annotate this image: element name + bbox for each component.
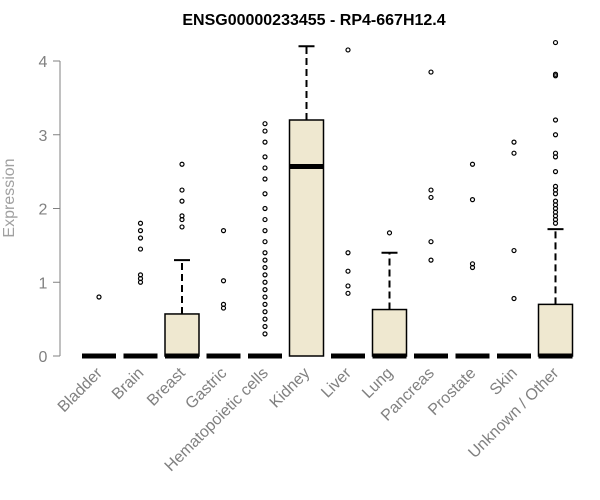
outlier-point [428, 187, 434, 193]
outlier-point [179, 224, 185, 230]
outlier-point [262, 176, 268, 182]
outlier-point [262, 264, 268, 271]
outlier-point [262, 257, 268, 263]
outlier-point [262, 139, 268, 145]
box-body [537, 303, 574, 357]
box-3 [164, 161, 200, 359]
outlier-point [137, 272, 144, 278]
outlier-point [552, 198, 559, 204]
box-9 [414, 69, 448, 359]
outlier-point [262, 323, 268, 330]
box-4 [206, 228, 241, 359]
outlier-point [511, 139, 517, 145]
outlier-point [552, 117, 559, 123]
y-tick-label: 0 [39, 349, 48, 366]
outlier-point [511, 295, 517, 302]
x-tick-label: Lung [359, 365, 396, 402]
outlier-point [137, 228, 144, 234]
outlier-point [428, 239, 434, 245]
y-axis: 0 1 2 3 4 [39, 54, 61, 366]
y-tick-label: 4 [39, 54, 48, 71]
box-7 [331, 47, 365, 359]
box-body [164, 313, 200, 357]
x-tick-label: Skin [487, 365, 521, 399]
outlier-point [428, 69, 434, 75]
outlier-point [262, 154, 268, 160]
outlier-point [262, 279, 268, 285]
outlier-point [345, 290, 351, 296]
box-2 [123, 220, 158, 359]
outlier-point [428, 257, 434, 263]
outlier-point [345, 268, 351, 274]
box-body [288, 119, 325, 357]
outlier-point [179, 198, 185, 204]
outlier-point [262, 239, 268, 245]
outlier-point [469, 261, 476, 267]
outlier-point [220, 228, 227, 234]
outlier-point [220, 301, 227, 307]
outlier-point [552, 132, 559, 138]
outlier-point [96, 294, 102, 300]
outlier-point [262, 205, 268, 212]
box-12 [537, 39, 574, 359]
outlier-point [262, 309, 268, 315]
boxes-group [82, 39, 574, 359]
outlier-point [345, 283, 351, 289]
box-8 [371, 230, 408, 359]
y-tick-label: 1 [39, 275, 48, 292]
outlier-point [262, 316, 268, 322]
outlier-point [262, 287, 268, 293]
outlier-point [511, 247, 517, 254]
y-tick-label: 3 [39, 128, 48, 145]
outlier-point [552, 150, 559, 156]
y-tick-label: 2 [39, 202, 48, 219]
outlier-point [552, 183, 559, 189]
outlier-point [179, 213, 185, 219]
outlier-point [262, 272, 268, 278]
x-tick-label: Liver [318, 364, 355, 401]
outlier-point [262, 121, 268, 127]
outlier-point [262, 250, 268, 256]
x-tick-label: Breast [144, 364, 189, 409]
outlier-point [386, 230, 393, 236]
outlier-point [552, 71, 559, 77]
box-10 [455, 161, 490, 359]
outlier-point [469, 161, 476, 167]
outlier-point [428, 194, 434, 201]
outlier-point [179, 161, 185, 167]
x-tick-label: Brain [109, 365, 147, 403]
outlier-point [262, 216, 268, 223]
outlier-point [345, 250, 351, 256]
box-11 [497, 139, 531, 359]
outlier-point [262, 128, 268, 134]
outlier-point [262, 294, 268, 300]
outlier-point [262, 191, 268, 197]
outlier-point [262, 228, 268, 234]
outlier-point [262, 165, 268, 171]
outlier-point [179, 187, 185, 193]
outlier-point [511, 150, 517, 156]
outlier-point [262, 301, 268, 307]
y-axis-label: Expression [1, 158, 18, 237]
outlier-point [552, 169, 559, 175]
outlier-point [137, 235, 144, 241]
outlier-point [137, 220, 144, 226]
box-5 [248, 121, 282, 359]
outlier-point [137, 246, 144, 252]
x-tick-label: Bladder [55, 364, 106, 415]
outlier-point [469, 197, 476, 203]
outlier-point [552, 39, 559, 46]
outlier-point [345, 47, 351, 53]
box-body [371, 308, 408, 357]
outlier-point [262, 331, 268, 337]
x-tick-label: Kidney [267, 365, 314, 412]
chart-title: ENSG00000233455 - RP4-667H12.4 [182, 12, 445, 29]
box-6 [288, 45, 325, 357]
outlier-point [220, 278, 227, 284]
box-1 [82, 294, 116, 359]
